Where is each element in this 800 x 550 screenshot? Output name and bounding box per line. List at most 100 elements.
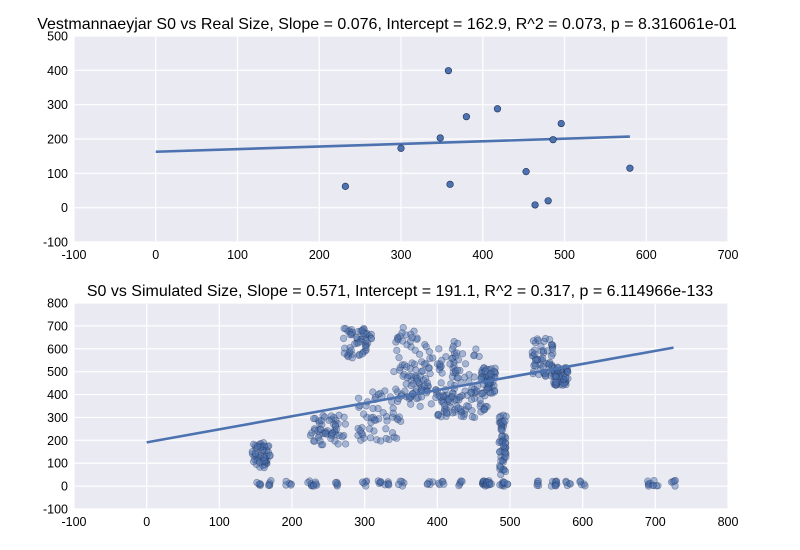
- data-point: [463, 391, 472, 399]
- data-point: [472, 345, 480, 353]
- data-point: [470, 385, 478, 393]
- data-point: [551, 377, 559, 386]
- data-point: [362, 477, 371, 485]
- data-point: [394, 334, 402, 342]
- data-point: [321, 430, 329, 438]
- data-point: [479, 480, 487, 489]
- data-point: [409, 380, 417, 388]
- x-tick-label: 600: [572, 515, 593, 529]
- data-point: [463, 402, 471, 410]
- data-point: [396, 366, 404, 374]
- data-point: [358, 327, 366, 335]
- x-tick-label: 100: [227, 248, 248, 262]
- data-point: [414, 378, 422, 387]
- data-point: [531, 360, 539, 368]
- data-point: [442, 408, 451, 417]
- data-point: [501, 439, 510, 447]
- data-point: [457, 408, 466, 416]
- data-point: [398, 329, 406, 337]
- data-point: [370, 427, 378, 435]
- data-point: [418, 358, 426, 366]
- chart-title: S0 vs Simulated Size, Slope = 0.571, Int…: [87, 283, 713, 300]
- data-point: [416, 402, 424, 410]
- data-point: [256, 451, 264, 459]
- data-point: [375, 479, 383, 488]
- data-point: [446, 180, 454, 188]
- data-point: [392, 338, 400, 346]
- data-point: [307, 480, 315, 488]
- data-point: [439, 399, 447, 407]
- data-point: [487, 389, 495, 397]
- data-point: [260, 442, 268, 450]
- data-point: [356, 427, 364, 435]
- data-point: [256, 463, 264, 471]
- data-point: [369, 413, 377, 422]
- data-point: [398, 361, 406, 369]
- data-point: [481, 480, 489, 488]
- data-point: [314, 433, 322, 442]
- data-point: [328, 429, 337, 437]
- data-point: [361, 341, 370, 349]
- data-point: [362, 478, 370, 486]
- data-point: [486, 370, 494, 378]
- data-point: [265, 481, 274, 490]
- data-point: [362, 341, 370, 349]
- data-point: [457, 477, 465, 485]
- data-point: [446, 360, 454, 368]
- data-point: [260, 454, 269, 462]
- data-point: [253, 460, 261, 469]
- data-point: [446, 402, 454, 411]
- data-point: [395, 413, 403, 421]
- data-point: [385, 481, 393, 489]
- data-point: [374, 404, 382, 413]
- data-point: [426, 370, 434, 378]
- data-point: [357, 335, 366, 343]
- data-point: [488, 389, 496, 397]
- data-point: [537, 355, 545, 363]
- data-point: [407, 343, 415, 351]
- data-point: [442, 353, 450, 361]
- y-tick-label: 400: [47, 388, 68, 402]
- data-point: [255, 451, 263, 459]
- data-point: [416, 372, 424, 380]
- data-point: [434, 412, 442, 420]
- data-point: [537, 347, 546, 355]
- data-point: [396, 477, 404, 485]
- data-point: [282, 481, 290, 489]
- data-point: [440, 405, 449, 413]
- data-point: [384, 478, 392, 486]
- data-point: [548, 477, 557, 486]
- data-point: [477, 400, 485, 408]
- data-point: [372, 416, 380, 424]
- data-point: [478, 480, 487, 488]
- data-point: [396, 364, 404, 372]
- data-point: [362, 346, 370, 354]
- x-tick-label: 200: [309, 248, 330, 262]
- data-point: [319, 412, 327, 420]
- data-point: [317, 441, 325, 449]
- data-point: [493, 105, 502, 113]
- x-tick-label: 700: [718, 248, 739, 262]
- data-point: [311, 426, 319, 434]
- data-point: [360, 326, 368, 334]
- data-point: [261, 457, 269, 466]
- data-point: [437, 413, 445, 421]
- data-point: [626, 164, 634, 172]
- data-point: [551, 371, 559, 380]
- data-point: [475, 352, 483, 361]
- data-point: [552, 477, 560, 485]
- data-point: [498, 422, 506, 430]
- data-point: [334, 420, 342, 428]
- chart-title: Vestmannaeyjar S0 vs Real Size, Slope = …: [37, 16, 737, 33]
- data-point: [425, 364, 433, 372]
- data-point: [495, 418, 503, 426]
- data-point: [258, 442, 266, 451]
- data-point: [396, 332, 404, 340]
- data-point: [325, 416, 333, 424]
- data-point: [411, 360, 419, 368]
- data-point: [321, 413, 329, 421]
- data-point: [577, 481, 586, 489]
- data-point: [315, 419, 323, 427]
- data-point: [529, 337, 538, 345]
- data-point: [389, 404, 397, 412]
